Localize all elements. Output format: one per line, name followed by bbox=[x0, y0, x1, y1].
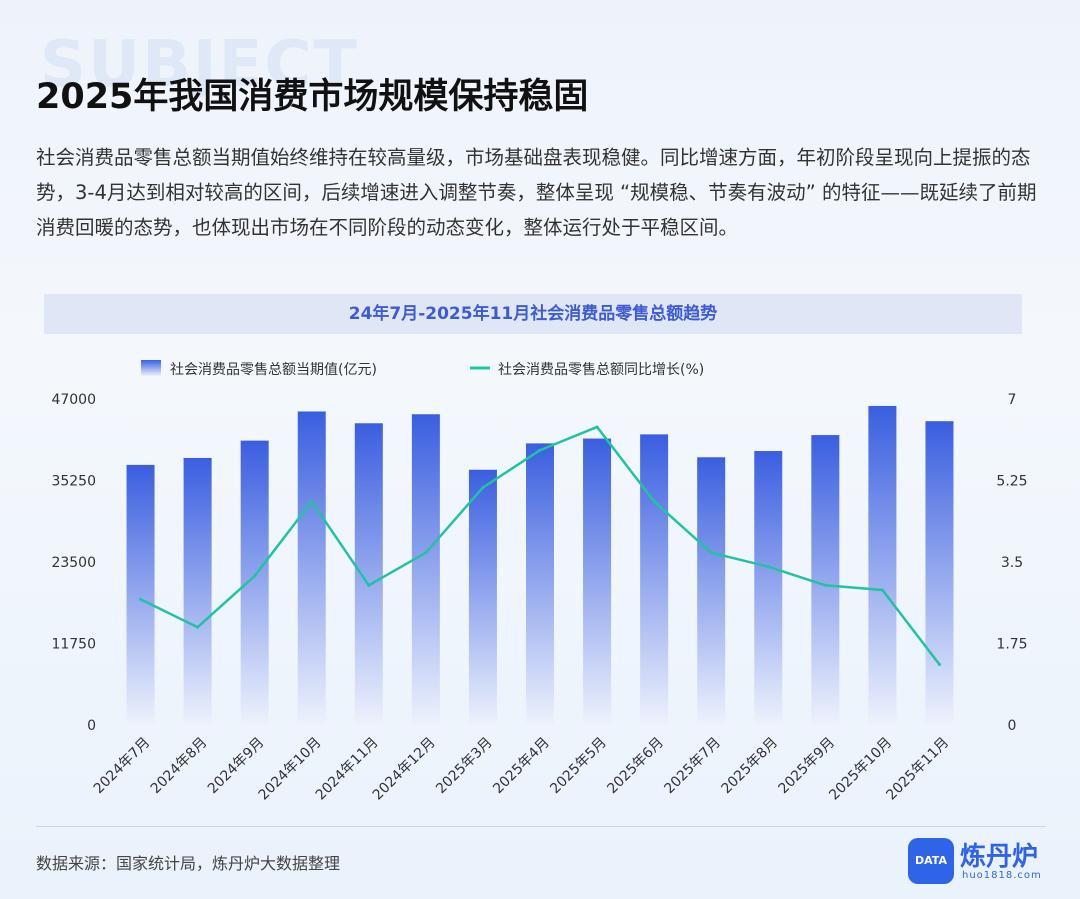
line-point bbox=[880, 588, 884, 592]
y-right-tick-label: 5.25 bbox=[996, 474, 1027, 490]
line-point bbox=[424, 551, 428, 555]
x-tick-label: 2024年8月 bbox=[148, 735, 211, 798]
bar bbox=[583, 438, 612, 725]
logo-name: 炼丹炉 bbox=[960, 842, 1039, 872]
chart-title: 24年7月-2025年11月社会消费品零售总额趋势 bbox=[44, 294, 1022, 334]
bar-series bbox=[126, 405, 954, 725]
y-right-tick-label: 0 bbox=[1008, 718, 1017, 734]
chart-axes: 0 11750 23500 35250 47000 0 1.75 3.5 5.25 7 bbox=[51, 392, 1027, 734]
line-point bbox=[139, 597, 143, 601]
line-point bbox=[481, 485, 485, 489]
bar bbox=[526, 443, 554, 725]
bar bbox=[354, 423, 383, 725]
line-point bbox=[367, 583, 371, 587]
bar bbox=[297, 411, 326, 725]
line-point bbox=[709, 551, 713, 555]
background-watermark-word: SUBJECT bbox=[40, 28, 359, 102]
logo-url: huo1818.com bbox=[962, 870, 1042, 881]
x-tick-label: 2025年6月 bbox=[604, 735, 667, 798]
intro-paragraph: 社会消费品零售总额当期值始终维持在较高量级，市场基础盘表现稳健。同比增速方面，年… bbox=[36, 146, 1037, 239]
x-tick-label: 2025年5月 bbox=[547, 735, 610, 798]
bar bbox=[183, 457, 212, 725]
x-tick-label: 2025年4月 bbox=[490, 735, 553, 798]
bar bbox=[126, 464, 155, 725]
y-left-tick-label: 35250 bbox=[51, 474, 96, 490]
x-tick-label: 2024年7月 bbox=[91, 735, 154, 798]
x-tick-label: 2025年9月 bbox=[776, 735, 839, 798]
bar bbox=[754, 451, 783, 725]
bar bbox=[925, 421, 954, 725]
legend-bar-label: 社会消费品零售总额当期值(亿元) bbox=[170, 362, 377, 378]
y-left-tick-label: 47000 bbox=[51, 392, 96, 408]
logo-badge-icon: DATA bbox=[908, 838, 954, 884]
line-series bbox=[139, 425, 941, 666]
x-axis-labels: 2024年7月2024年8月2024年9月2024年10月2024年11月202… bbox=[91, 735, 953, 804]
line-point bbox=[196, 625, 200, 629]
y-right-tick-label: 7 bbox=[1008, 392, 1017, 408]
y-left-tick-label: 11750 bbox=[51, 637, 96, 653]
line-point bbox=[538, 448, 542, 452]
bar bbox=[240, 440, 269, 725]
y-left-tick-label: 23500 bbox=[51, 555, 96, 571]
y-right-tick-label: 3.5 bbox=[1001, 555, 1023, 571]
data-source-note: 数据来源：国家统计局，炼丹炉大数据整理 bbox=[36, 854, 341, 873]
line-point bbox=[253, 574, 257, 578]
y-right-tick-label: 1.75 bbox=[996, 637, 1027, 653]
chart-legend: 社会消费品零售总额当期值(亿元) 社会消费品零售总额同比增长(%) bbox=[141, 360, 704, 378]
x-tick-label: 2025年7月 bbox=[661, 735, 724, 798]
brand-logo: DATA 炼丹炉 huo1818.com bbox=[908, 836, 1058, 888]
bar bbox=[811, 435, 840, 725]
bar bbox=[640, 434, 669, 725]
combo-chart: 社会消费品零售总额当期值(亿元) 社会消费品零售总额同比增长(%) 0 11750 2… bbox=[51, 360, 1028, 804]
bar bbox=[868, 405, 897, 725]
x-tick-label: 2025年8月 bbox=[718, 735, 781, 798]
line-point bbox=[937, 662, 941, 666]
line-point bbox=[310, 499, 314, 503]
line-point bbox=[766, 565, 770, 569]
x-tick-label: 2024年9月 bbox=[205, 735, 268, 798]
y-left-tick-label: 0 bbox=[87, 718, 96, 734]
bar bbox=[697, 457, 726, 725]
footer-divider bbox=[36, 826, 1046, 827]
line-point bbox=[595, 425, 599, 429]
line-point bbox=[652, 499, 656, 503]
legend-line-label: 社会消费品零售总额同比增长(%) bbox=[498, 362, 704, 378]
bar bbox=[411, 414, 440, 725]
page-title: 2025年我国消费市场规模保持稳固 bbox=[36, 77, 589, 117]
line-point bbox=[823, 583, 827, 587]
bar bbox=[468, 469, 497, 725]
x-tick-label: 2025年3月 bbox=[433, 735, 496, 798]
legend-bar-swatch bbox=[141, 360, 161, 376]
